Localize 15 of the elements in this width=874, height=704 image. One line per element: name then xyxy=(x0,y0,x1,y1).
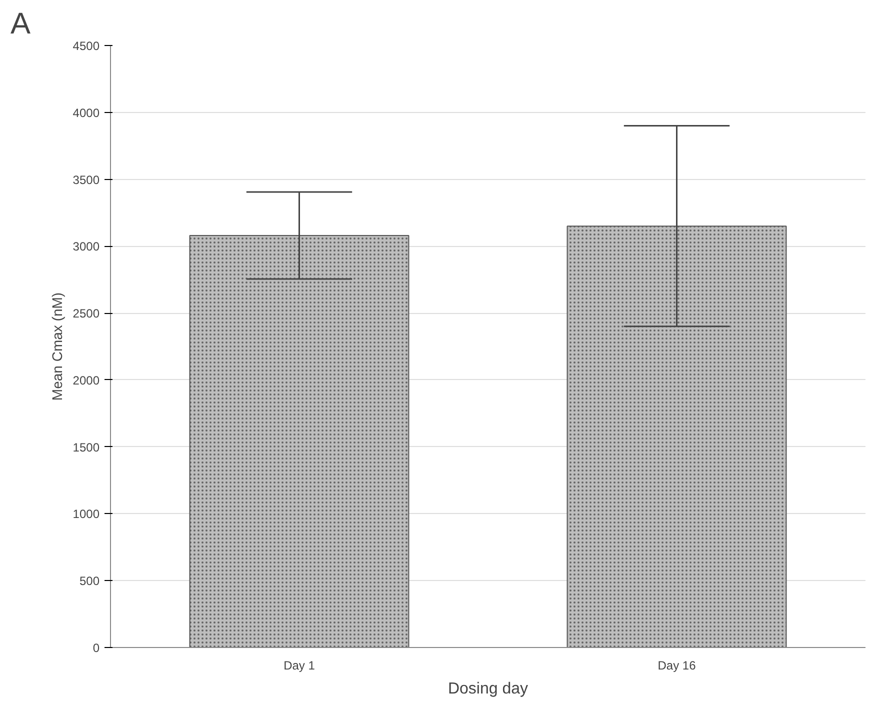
x-axis-title: Dosing day xyxy=(448,680,528,698)
y-tick-label: 3000 xyxy=(72,240,100,254)
text: A xyxy=(10,8,31,40)
y-axis-title: Mean Cmax (nM) xyxy=(48,292,65,401)
y-tick-label: 2500 xyxy=(72,306,100,321)
x-tick-label: Day 1 xyxy=(284,658,316,672)
y-tick-label: 2000 xyxy=(72,373,100,388)
y-tick-label: 0 xyxy=(92,641,100,655)
y-tick-label: 500 xyxy=(79,574,100,588)
x-tick-label: Day 16 xyxy=(658,658,696,672)
y-tick-label: 4500 xyxy=(72,39,100,53)
y-tick-label: 4000 xyxy=(72,106,100,120)
y-tick-label: 3500 xyxy=(72,172,100,187)
y-tick-label: 1500 xyxy=(72,440,100,454)
y-tick-label: 1000 xyxy=(72,507,100,522)
